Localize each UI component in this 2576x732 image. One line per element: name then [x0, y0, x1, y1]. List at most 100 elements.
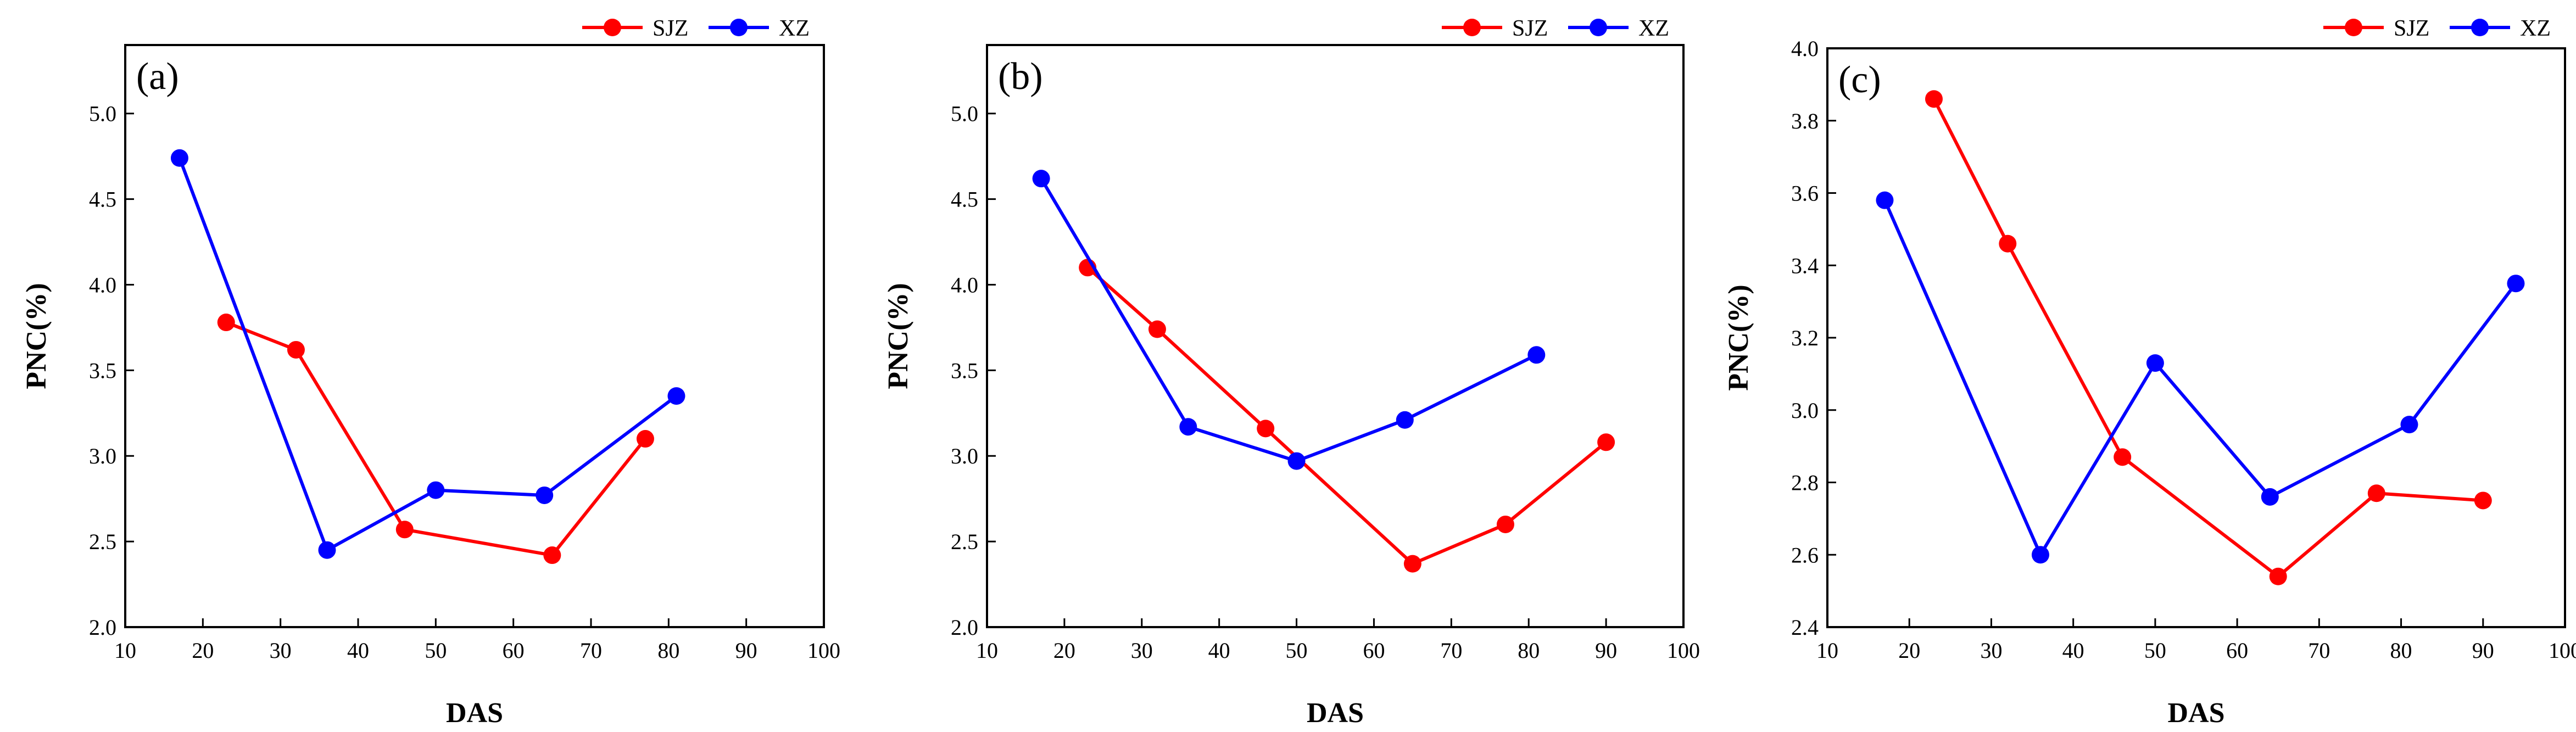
- x-tick-label: 40: [1208, 638, 1230, 663]
- legend-marker-xz: [1590, 19, 1607, 36]
- data-point-xz: [318, 541, 336, 559]
- legend-item-sjz: SJZ: [1442, 16, 1548, 41]
- legend-label-xz: XZ: [779, 16, 810, 41]
- x-tick-label: 10: [976, 638, 998, 663]
- x-tick-label: 10: [1816, 638, 1838, 663]
- y-tick-label: 3.0: [1791, 398, 1819, 423]
- y-tick-label: 3.2: [1791, 326, 1819, 350]
- x-axis-title: DAS: [446, 697, 503, 729]
- series-line-xz: [1883, 199, 2517, 557]
- y-tick-label: 3.5: [951, 358, 978, 383]
- x-tick-label: 90: [2472, 638, 2494, 663]
- y-tick-label: 4.0: [1791, 36, 1819, 61]
- plot-frame: [124, 44, 825, 628]
- y-tick-label: 2.8: [1791, 471, 1819, 495]
- data-point-sjz: [1925, 90, 1943, 108]
- x-tick-label: 50: [2144, 638, 2166, 663]
- x-tick-label: 60: [1363, 638, 1385, 663]
- y-tick-label: 4.0: [89, 272, 116, 297]
- data-point-sjz: [287, 340, 305, 359]
- y-tick-label: 2.0: [951, 615, 978, 640]
- legend-marker-sjz: [2345, 19, 2362, 36]
- x-tick-label: 10: [114, 638, 136, 663]
- x-tick-label: 60: [503, 638, 525, 663]
- x-tick-label: 70: [1440, 638, 1462, 663]
- x-tick-label: 30: [1980, 638, 2002, 663]
- data-point-sjz: [1999, 234, 2017, 253]
- data-point-xz: [1527, 346, 1546, 364]
- y-tick-label: 2.5: [951, 529, 978, 554]
- legend-item-sjz: SJZ: [582, 16, 688, 41]
- y-tick-label: 2.6: [1791, 543, 1819, 567]
- data-point-sjz: [1597, 433, 1615, 451]
- x-tick-label: 40: [2062, 638, 2084, 663]
- x-tick-label: 50: [425, 638, 447, 663]
- y-axis-title: PNC(%): [883, 283, 914, 389]
- x-axis-title: DAS: [2167, 697, 2224, 729]
- x-tick-label: 80: [657, 638, 679, 663]
- y-tick-label: 5.0: [951, 102, 978, 126]
- chart-panel-2: 10 20 30 40 50 60 70 80 90 100 2.0 2.5 3.0 3.5 4.0 4.5 5…: [883, 16, 1700, 729]
- data-point-sjz: [1496, 515, 1514, 533]
- legend-label-xz: XZ: [1638, 16, 1669, 41]
- x-tick-label: 20: [1898, 638, 1920, 663]
- data-point-xz: [1032, 170, 1050, 188]
- x-tick-label: 100: [1667, 638, 1700, 663]
- y-tick-label: 4.5: [951, 187, 978, 212]
- y-axis-title: PNC(%): [21, 283, 52, 389]
- data-point-xz: [170, 149, 188, 167]
- legend-item-xz: XZ: [709, 16, 810, 41]
- y-tick-label: 3.4: [1791, 253, 1819, 278]
- legend-label-xz: XZ: [2520, 16, 2551, 41]
- y-tick-label: 2.0: [89, 615, 116, 640]
- y-tick-label: 2.4: [1791, 615, 1819, 640]
- data-point-sjz: [217, 314, 235, 332]
- legend-item-xz: XZ: [2450, 16, 2551, 41]
- data-point-sjz: [1403, 555, 1421, 573]
- x-tick-label: 100: [807, 638, 840, 663]
- panel-label: (c): [1838, 59, 1881, 101]
- legend-label-sjz: SJZ: [2394, 16, 2429, 41]
- plot-frame: [986, 44, 1685, 628]
- data-point-sjz: [395, 521, 414, 539]
- data-point-xz: [2507, 275, 2525, 293]
- series-line-xz: [1040, 177, 1537, 463]
- legend-marker-xz: [730, 19, 748, 36]
- legend-label-sjz: SJZ: [653, 16, 688, 41]
- series-line-sjz: [1932, 98, 2483, 578]
- data-point-xz: [2031, 546, 2049, 564]
- y-tick-label: 5.0: [89, 102, 116, 126]
- data-point-sjz: [543, 546, 561, 565]
- chart-panel-1: 10 20 30 40 50 60 70 80 90 100 2.0 2.5 3.0 3.5 4.0 4.5 5…: [21, 16, 840, 729]
- legend-item-sjz: SJZ: [2323, 16, 2429, 41]
- panel-label: (b): [998, 55, 1043, 98]
- x-tick-label: 50: [1286, 638, 1308, 663]
- x-tick-label: 20: [192, 638, 214, 663]
- data-point-xz: [1876, 191, 1894, 209]
- y-axis-title: PNC(%): [1723, 284, 1754, 391]
- x-tick-label: 80: [1518, 638, 1540, 663]
- data-point-xz: [427, 481, 445, 499]
- y-tick-label: 4.5: [89, 187, 116, 212]
- legend-marker-xz: [2471, 19, 2489, 36]
- data-point-sjz: [1257, 420, 1275, 438]
- data-point-xz: [2261, 488, 2279, 506]
- legend-marker-sjz: [1463, 19, 1481, 36]
- data-point-xz: [536, 486, 554, 504]
- x-tick-label: 60: [2226, 638, 2248, 663]
- y-tick-label: 3.0: [89, 444, 116, 468]
- data-point-sjz: [636, 430, 654, 448]
- x-tick-label: 80: [2390, 638, 2412, 663]
- legend-marker-sjz: [604, 19, 621, 36]
- data-point-xz: [1396, 411, 1414, 429]
- plot-frame: [1826, 47, 2566, 628]
- data-point-xz: [1179, 418, 1197, 436]
- data-point-sjz: [2269, 567, 2287, 585]
- y-tick-label: 3.8: [1791, 109, 1819, 133]
- panel-label: (a): [136, 55, 179, 98]
- data-point-xz: [2400, 416, 2418, 434]
- data-point-sjz: [2474, 491, 2492, 510]
- y-tick-label: 2.5: [89, 529, 116, 554]
- legend-item-xz: XZ: [1568, 16, 1669, 41]
